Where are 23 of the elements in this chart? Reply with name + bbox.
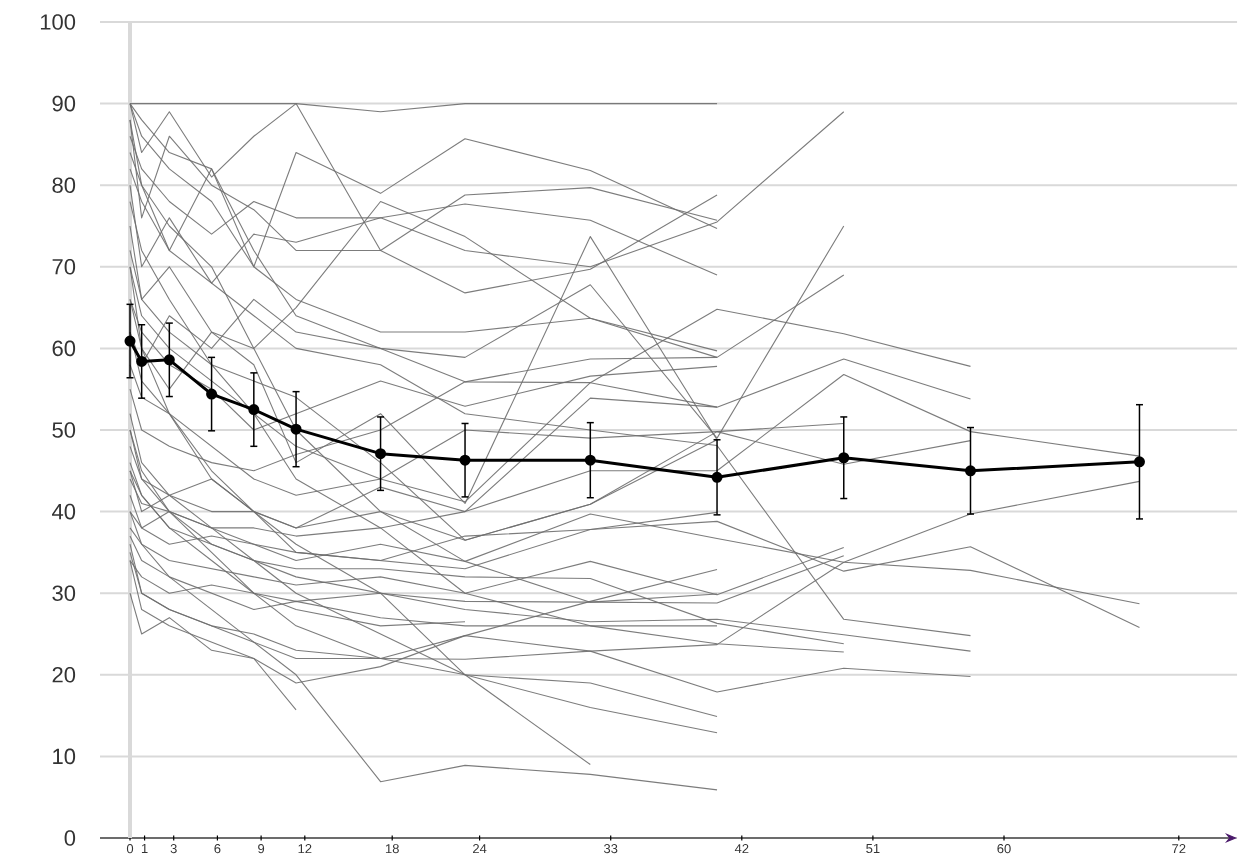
x-tick-label: 60 — [997, 844, 1011, 854]
x-tick-label: 24 — [473, 844, 487, 854]
y-tick-label: 60 — [52, 340, 76, 357]
y-tick-label: 70 — [52, 259, 76, 275]
x-tick-label: 1 — [141, 844, 148, 853]
x-tick-label: 9 — [258, 844, 265, 854]
y-tick-label: 90 — [52, 95, 76, 112]
x-tick-label: 18 — [385, 844, 399, 854]
y-tick-label: 30 — [52, 585, 76, 601]
x-tick-label: 72 — [1172, 844, 1186, 854]
y-tick-label: 100 — [40, 14, 76, 30]
y-tick-label: 40 — [52, 503, 76, 520]
x-tick-label: 42 — [734, 844, 749, 854]
y-tick-label: 10 — [53, 748, 76, 765]
x-tick-label: 6 — [214, 844, 221, 854]
x-tick-label: 3 — [170, 844, 177, 854]
y-tick-label: 20 — [52, 667, 76, 683]
x-tick-label: 0 — [126, 844, 134, 854]
y-tick-label: 50 — [52, 422, 76, 438]
y-tick-label: 80 — [52, 177, 76, 193]
x-tick-label: 33 — [603, 844, 618, 854]
x-tick-label: 51 — [866, 844, 880, 854]
x-tick-label: 12 — [298, 844, 312, 854]
